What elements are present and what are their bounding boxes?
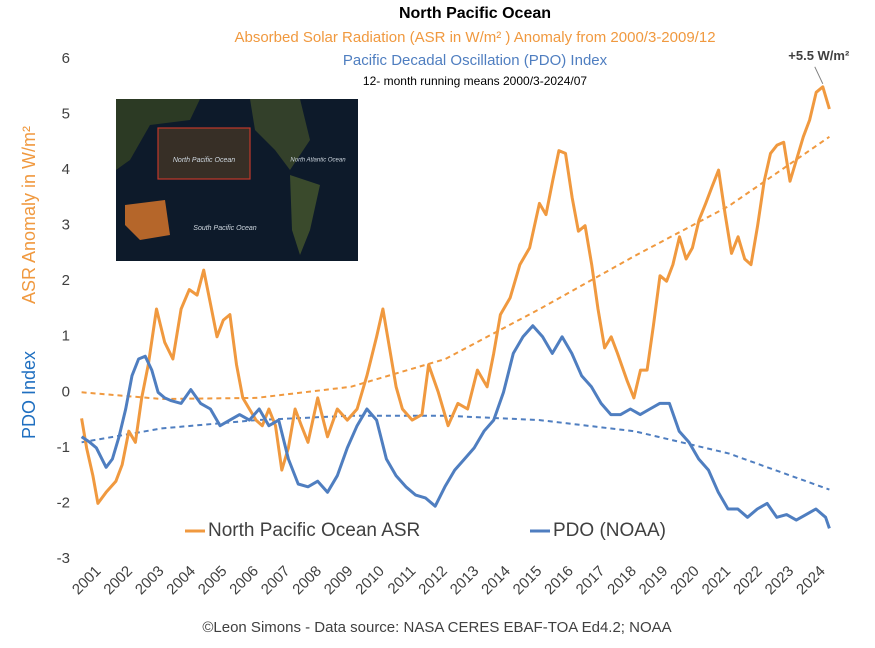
y-axis-title: ASR Anomaly in W/m² [19, 126, 39, 304]
y2-axis-title: PDO Index [19, 351, 39, 439]
y-tick-label: 5 [62, 106, 70, 123]
subtitle: Pacific Decadal Oscillation (PDO) Index [343, 52, 608, 69]
inset-map: North Pacific Ocean North Atlantic Ocean… [116, 99, 358, 261]
y-tick-label: -3 [57, 550, 70, 567]
y-tick-label: 1 [62, 328, 70, 345]
y-tick-label: 3 [62, 217, 70, 234]
annotation: +5.5 W/m² [788, 48, 850, 63]
legend-label: North Pacific Ocean ASR [208, 520, 420, 541]
y-tick-label: 6 [62, 50, 70, 67]
subtitle: 12- month running means 2000/3-2024/07 [363, 74, 587, 88]
land [125, 200, 170, 240]
y-tick-label: -2 [57, 494, 70, 511]
y-tick-label: 4 [62, 161, 70, 178]
data-line [80, 324, 831, 529]
region-box [157, 127, 251, 180]
land [116, 99, 200, 170]
land [290, 175, 320, 255]
legend-label: PDO (NOAA) [553, 520, 666, 541]
y-tick-label: 0 [62, 383, 70, 400]
subtitle: Absorbed Solar Radiation (ASR in W/m² ) … [234, 29, 715, 46]
trend-line [81, 135, 830, 401]
y-tick-label: -1 [57, 439, 70, 456]
data-line [80, 85, 831, 505]
chart-title: North Pacific Ocean [399, 5, 551, 22]
footer: ©Leon Simons - Data source: NASA CERES E… [202, 619, 671, 636]
map-label: North Pacific Ocean [173, 157, 235, 164]
annotation-leader [814, 66, 824, 84]
map-label: North Atlantic Ocean [290, 158, 346, 164]
y-tick-label: 2 [62, 272, 70, 289]
map-label: South Pacific Ocean [193, 225, 257, 232]
land [250, 99, 310, 170]
